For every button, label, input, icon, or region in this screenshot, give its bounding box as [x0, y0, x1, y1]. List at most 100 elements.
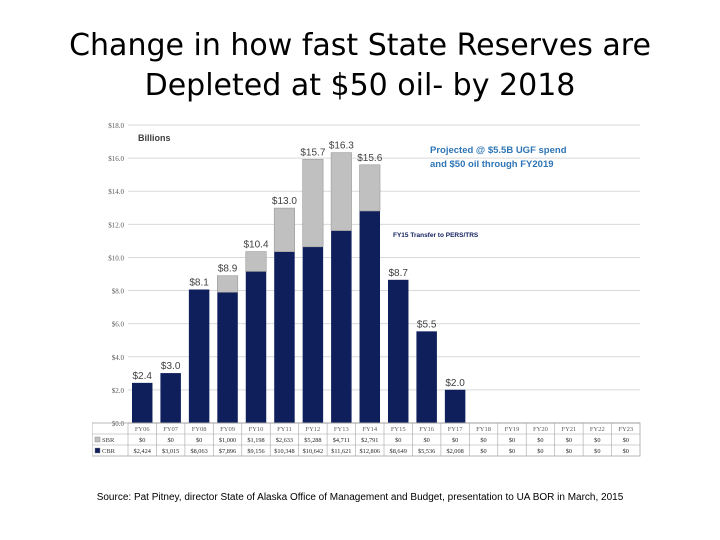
x-category-label: FY21	[561, 426, 576, 433]
table-cell-cbr: $0	[566, 448, 572, 455]
y-tick-label: $6.0	[112, 321, 125, 329]
x-category-label: FY06	[135, 426, 151, 433]
table-cell-sbr: $0	[395, 437, 401, 444]
x-category-label: FY07	[163, 426, 179, 433]
bar-sbr	[273, 207, 295, 252]
bar-total-label: $15.6	[357, 153, 382, 164]
table-cell-sbr: $0	[623, 437, 629, 444]
x-category-label: FY18	[476, 426, 491, 433]
y-tick-label: $18.0	[108, 122, 124, 130]
table-cell-cbr: $7,896	[219, 448, 236, 455]
bar-cbr	[387, 279, 409, 423]
table-cell-cbr: $3,015	[162, 448, 179, 455]
annotation-projected-line-2: and $50 oil through FY2019	[430, 159, 554, 170]
slide-title-line-1: Change in how fast State Reserves are	[69, 28, 651, 63]
bar-cbr	[245, 271, 267, 423]
table-cell-cbr: $11,621	[331, 448, 351, 455]
table-cell-cbr: $0	[480, 448, 486, 455]
table-cell-sbr: $0	[480, 437, 486, 444]
bar-cbr	[359, 210, 381, 423]
reserves-chart: $0.0 $2.0 $4.0 $6.0 $8.0 $10.0 $12.0 $14.0 $16.0…	[92, 122, 641, 457]
bar-cbr	[217, 292, 238, 423]
table-cell-sbr: $2,791	[361, 437, 378, 444]
source-note: Source: Pat Pitney, director State of Al…	[96, 492, 624, 503]
bar-total-label: $13.0	[272, 196, 297, 207]
table-cell-sbr: $0	[424, 437, 430, 444]
table-cell-cbr: $0	[509, 448, 515, 455]
y-tick-label: $2.0	[112, 387, 125, 395]
x-category-label: FY12	[305, 426, 320, 433]
bar-total-label: $8.1	[189, 278, 209, 289]
table-cell-cbr: $0	[594, 448, 600, 455]
x-category-label: FY16	[419, 426, 435, 433]
bar-cbr	[331, 230, 352, 423]
x-category-label: FY20	[533, 426, 548, 433]
table-cell-sbr: $2,633	[276, 437, 293, 444]
table-cell-cbr: $2,008	[446, 448, 463, 455]
table-frame	[92, 422, 641, 457]
bar-sbr	[302, 158, 324, 248]
bar-total-label: $2.0	[445, 378, 465, 389]
x-category-label: FY15	[391, 426, 406, 433]
table-cell-sbr: $5,288	[304, 437, 321, 444]
x-category-label: FY08	[192, 426, 207, 433]
unit-label: Billions	[138, 133, 171, 143]
table-cell-cbr: $5,536	[418, 448, 435, 455]
x-category-label: FY10	[249, 426, 264, 433]
y-tick-label: $16.0	[108, 155, 124, 163]
table-cell-cbr: $2,424	[134, 448, 152, 455]
bar-total-label: $16.3	[329, 141, 354, 152]
bar-cbr	[274, 251, 295, 423]
table-cell-sbr: $1,000	[219, 437, 236, 444]
y-tick-label: $10.0	[108, 254, 124, 262]
bar-total-label: $10.4	[243, 240, 268, 251]
table-cell-cbr: $0	[537, 448, 543, 455]
table-cell-sbr: $0	[168, 437, 174, 444]
bar-cbr	[444, 389, 466, 423]
bar-cbr	[188, 289, 210, 423]
table-cell-sbr: $0	[594, 437, 600, 444]
table-cell-sbr: $1,198	[247, 437, 264, 444]
annotation-projected-line-1: Projected @ $5.5B UGF spend	[430, 145, 567, 156]
y-tick-label: $8.0	[112, 288, 125, 296]
table-cell-cbr: $8,649	[390, 448, 407, 455]
table-cell-sbr: $4,711	[333, 437, 350, 444]
bar-sbr	[245, 251, 267, 272]
bar-cbr	[302, 246, 324, 423]
bar-total-label: $5.5	[417, 319, 437, 330]
table-cell-cbr: $8,063	[190, 448, 207, 455]
x-category-label: FY09	[220, 426, 235, 433]
annotation-pers-trs: FY15 Transfer to PERS/TRS	[393, 232, 479, 239]
x-category-label: FY14	[362, 426, 378, 433]
x-category-label: FY23	[618, 426, 633, 433]
y-tick-label: $4.0	[112, 354, 125, 362]
legend-label: SBR	[102, 437, 115, 444]
table-cell-cbr: $10,348	[274, 448, 294, 455]
bar-total-label: $15.7	[300, 147, 325, 158]
legend-label: CBR	[102, 448, 116, 455]
slide-title-line-2: Depleted at $50 oil- by 2018	[144, 68, 576, 103]
bar-total-label: $8.9	[218, 264, 238, 275]
legend-swatch	[94, 436, 101, 443]
bar-total-label: $3.0	[161, 361, 181, 372]
bar-sbr	[330, 152, 352, 231]
bar-cbr	[160, 373, 181, 423]
table-cell-sbr: $0	[196, 437, 202, 444]
x-category-label: FY13	[334, 426, 349, 433]
y-tick-label: $0.0	[112, 420, 125, 428]
table-cell-cbr: $0	[623, 448, 629, 455]
bar-total-label: $8.7	[388, 268, 408, 279]
x-category-label: FY19	[505, 426, 520, 433]
table-cell-sbr: $0	[537, 437, 543, 444]
x-category-label: FY22	[590, 426, 605, 433]
table-cell-sbr: $0	[509, 437, 515, 444]
bar-cbr	[416, 331, 437, 423]
table-cell-sbr: $0	[139, 437, 145, 444]
legend-swatch	[94, 447, 101, 454]
x-category-label: FY11	[277, 426, 292, 433]
table-cell-cbr: $10,642	[303, 448, 323, 455]
table-cell-cbr: $9,156	[247, 448, 264, 455]
bar-total-label: $2.4	[132, 371, 152, 382]
y-tick-label: $14.0	[108, 188, 124, 196]
table-cell-cbr: $12,806	[360, 448, 380, 455]
